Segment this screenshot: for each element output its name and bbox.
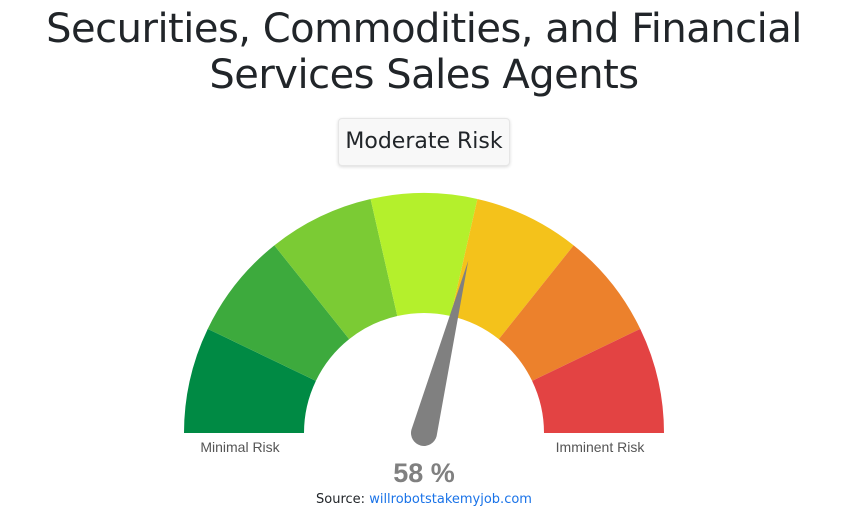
gauge-value: 58 % <box>393 458 455 488</box>
gauge-needle <box>411 260 469 446</box>
gauge-min-label: Minimal Risk <box>200 439 280 455</box>
gauge-band-2 <box>207 245 350 381</box>
gauge-bands <box>184 193 664 433</box>
page-title: Securities, Commodities, and Financial S… <box>46 6 802 98</box>
gauge-band-6 <box>498 245 641 381</box>
source-prefix: Source: <box>316 492 370 507</box>
risk-level-badge: Moderate Risk <box>338 118 510 166</box>
source-link[interactable]: willrobotstakemyjob.com <box>369 492 532 507</box>
gauge-band-5 <box>450 199 574 340</box>
source-line: Source: willrobotstakemyjob.com <box>0 492 848 507</box>
gauge-band-4 <box>370 193 478 317</box>
gauge-band-7 <box>532 328 664 433</box>
gauge-max-label: Imminent Risk <box>556 439 646 455</box>
gauge-band-1 <box>184 328 316 433</box>
risk-badge-container: Moderate Risk <box>0 118 848 166</box>
gauge-band-3 <box>274 199 398 340</box>
